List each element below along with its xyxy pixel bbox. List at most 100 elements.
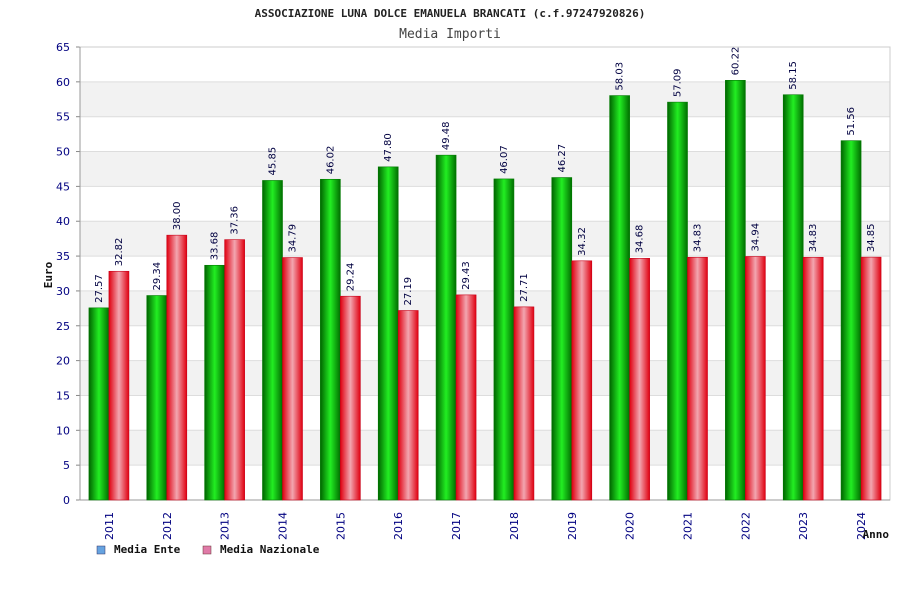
data-label-media-ente: 57.09 [673, 68, 684, 97]
data-label-media-nazionale: 29.24 [345, 263, 356, 292]
x-tick-label: 2014 [277, 512, 290, 540]
x-tick-label: 2012 [161, 512, 174, 540]
x-axis-label: Anno [863, 528, 890, 541]
data-label-media-ente: 47.80 [383, 133, 394, 162]
x-tick-label: 2021 [682, 512, 695, 540]
chart-subtitle: Media Importi [399, 27, 501, 42]
data-label-media-ente: 60.22 [730, 47, 741, 76]
y-tick-label: 45 [56, 180, 70, 193]
y-tick-label: 5 [63, 459, 70, 472]
bar-media-nazionale [687, 256, 708, 501]
x-tick-label: 2011 [103, 512, 116, 540]
data-label-media-nazionale: 38.00 [172, 202, 183, 231]
bar-media-nazionale [455, 294, 477, 501]
x-tick-label: 2019 [566, 512, 579, 540]
data-label-media-ente: 45.85 [268, 147, 279, 176]
grid-band [80, 221, 890, 257]
bar-media-nazionale [802, 256, 824, 501]
bar-media-ente [146, 295, 168, 501]
data-label-media-ente: 46.27 [557, 144, 568, 173]
data-label-media-ente: 33.68 [210, 232, 221, 261]
y-axis-label: Euro [42, 261, 55, 288]
data-label-media-ente: 58.15 [788, 61, 799, 90]
data-label-media-nazionale: 29.43 [461, 261, 472, 290]
grid-band [80, 360, 890, 396]
bar-media-ente [725, 80, 746, 501]
legend-swatch-media-ente [96, 545, 106, 555]
legend-label-media-ente: Media Ente [114, 543, 181, 556]
y-tick-label: 30 [56, 285, 70, 298]
data-label-media-ente: 46.07 [499, 145, 510, 174]
bar-media-nazionale [397, 310, 419, 501]
bar-media-nazionale [340, 295, 361, 501]
data-label-media-nazionale: 37.36 [230, 206, 241, 235]
legend: Media Ente Media Nazionale [96, 543, 320, 556]
plot-area: 0 5 10 15 20 25 30 35 40 45 50 55 60 65 27.57 32.82 2011… [56, 41, 891, 540]
data-label-media-nazionale: 34.94 [750, 223, 761, 252]
grid-band [80, 81, 890, 117]
bar-media-nazionale [571, 260, 593, 501]
bar-media-ente [377, 166, 399, 501]
bar-media-nazionale [224, 239, 245, 501]
data-label-media-nazionale: 34.32 [577, 227, 588, 256]
bar-media-ente [609, 95, 630, 501]
data-label-media-ente: 51.56 [846, 107, 857, 136]
bar-media-nazionale [282, 257, 303, 501]
y-tick-label: 10 [56, 424, 70, 437]
bar-media-nazionale [745, 256, 766, 501]
x-tick-label: 2022 [739, 512, 752, 540]
data-label-media-nazionale: 34.83 [808, 224, 819, 253]
data-label-media-ente: 29.34 [152, 262, 163, 291]
data-label-media-nazionale: 27.19 [403, 277, 414, 306]
y-tick-label: 15 [56, 389, 70, 402]
bar-media-nazionale [513, 306, 535, 501]
x-tick-label: 2018 [508, 512, 521, 540]
grid-band [80, 151, 890, 187]
legend-swatch-media-nazionale [202, 545, 212, 555]
grid-band [80, 290, 890, 326]
y-tick-label: 40 [56, 215, 70, 228]
bar-media-ente [320, 178, 341, 501]
data-label-media-ente: 49.48 [441, 122, 452, 151]
bar-media-ente [88, 307, 110, 501]
data-label-media-ente: 46.02 [325, 146, 336, 175]
data-label-media-ente: 58.03 [615, 62, 626, 91]
y-tick-label: 35 [56, 250, 70, 263]
data-label-media-nazionale: 34.83 [693, 224, 704, 253]
y-tick-label: 55 [56, 111, 70, 124]
bar-media-ente [204, 264, 225, 501]
data-label-media-nazionale: 32.82 [114, 238, 125, 267]
y-tick-label: 25 [56, 320, 70, 333]
y-tick-label: 20 [56, 355, 70, 368]
bar-media-nazionale [860, 256, 882, 501]
bar-media-ente [493, 178, 515, 501]
x-tick-label: 2015 [334, 512, 347, 540]
data-label-media-nazionale: 27.71 [519, 273, 530, 302]
grid-band [80, 430, 890, 466]
y-tick-label: 65 [56, 41, 70, 54]
x-tick-label: 2016 [392, 512, 405, 540]
bar-media-nazionale [629, 258, 650, 501]
x-tick-label: 2023 [797, 512, 810, 540]
bar-media-ente [840, 140, 862, 501]
bar-media-nazionale [166, 234, 188, 501]
bar-media-ente [262, 180, 283, 501]
data-label-media-nazionale: 34.85 [866, 223, 877, 252]
y-tick-label: 50 [56, 146, 70, 159]
bar-media-ente [551, 177, 573, 501]
bar-media-ente [782, 94, 804, 501]
bar-media-ente [435, 154, 457, 501]
data-label-media-nazionale: 34.79 [288, 224, 299, 253]
data-label-media-ente: 27.57 [94, 274, 105, 303]
y-tick-label: 0 [63, 494, 70, 507]
bar-media-nazionale [108, 270, 130, 501]
legend-label-media-nazionale: Media Nazionale [220, 543, 320, 556]
data-label-media-nazionale: 34.68 [635, 225, 646, 254]
x-tick-label: 2024 [855, 512, 868, 540]
y-tick-label: 60 [56, 76, 70, 89]
x-tick-label: 2017 [450, 512, 463, 540]
x-tick-label: 2013 [219, 512, 232, 540]
x-tick-label: 2020 [624, 512, 637, 540]
chart-title: ASSOCIAZIONE LUNA DOLCE EMANUELA BRANCAT… [255, 7, 646, 20]
